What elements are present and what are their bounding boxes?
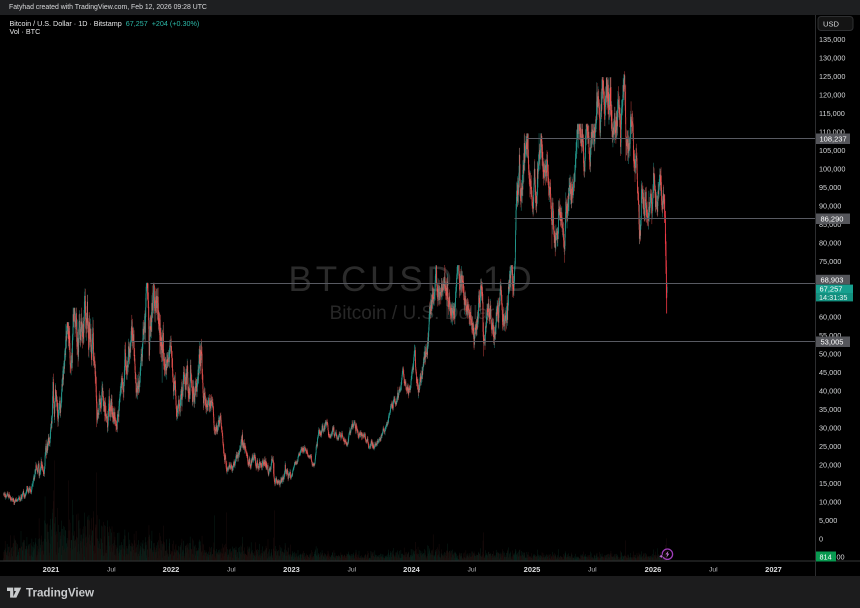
svg-text:14:31:35: 14:31:35 <box>819 293 847 302</box>
svg-text:00: 00 <box>837 552 845 561</box>
svg-text:50,000: 50,000 <box>819 349 841 358</box>
svg-text:2021: 2021 <box>43 565 60 574</box>
svg-text:2025: 2025 <box>524 565 541 574</box>
svg-text:Jul: Jul <box>467 567 476 574</box>
svg-text:60,000: 60,000 <box>819 312 841 321</box>
svg-text:90,000: 90,000 <box>819 201 841 210</box>
svg-text:85,000: 85,000 <box>819 220 841 229</box>
svg-text:2026: 2026 <box>645 565 662 574</box>
svg-text:120,000: 120,000 <box>819 90 845 99</box>
svg-text:2024: 2024 <box>403 565 421 574</box>
svg-text:15,000: 15,000 <box>819 479 841 488</box>
svg-text:Jul: Jul <box>107 567 116 574</box>
svg-text:Jul: Jul <box>347 567 356 574</box>
svg-text:45,000: 45,000 <box>819 368 841 377</box>
svg-text:110,000: 110,000 <box>819 127 845 136</box>
svg-text:108,237: 108,237 <box>820 135 847 144</box>
svg-text:Jul: Jul <box>227 567 236 574</box>
svg-text:2027: 2027 <box>765 565 782 574</box>
svg-text:2023: 2023 <box>283 565 300 574</box>
svg-text:80,000: 80,000 <box>819 238 841 247</box>
svg-text:35,000: 35,000 <box>819 405 841 414</box>
svg-text:10,000: 10,000 <box>819 497 841 506</box>
svg-text:68,903: 68,903 <box>821 275 844 284</box>
svg-text:USD: USD <box>823 19 840 28</box>
svg-text:100,000: 100,000 <box>819 164 845 173</box>
svg-text:135,000: 135,000 <box>819 35 845 44</box>
svg-text:5,000: 5,000 <box>819 516 837 525</box>
svg-text:0: 0 <box>819 534 823 543</box>
svg-text:67,257: 67,257 <box>820 284 843 293</box>
svg-text:20,000: 20,000 <box>819 460 841 469</box>
svg-text:125,000: 125,000 <box>819 72 845 81</box>
svg-text:BTCUSD, 1D: BTCUSD, 1D <box>288 260 535 299</box>
svg-text:86,290: 86,290 <box>821 215 844 224</box>
svg-text:53,005: 53,005 <box>821 338 844 347</box>
svg-text:55,000: 55,000 <box>819 331 841 340</box>
svg-text:115,000: 115,000 <box>819 109 845 118</box>
svg-text:75,000: 75,000 <box>819 257 841 266</box>
svg-text:25,000: 25,000 <box>819 442 841 451</box>
svg-text:130,000: 130,000 <box>819 53 845 62</box>
svg-text:2022: 2022 <box>163 565 180 574</box>
svg-text:TradingView: TradingView <box>26 587 95 600</box>
svg-text:Jul: Jul <box>588 567 597 574</box>
svg-text:Jul: Jul <box>709 567 718 574</box>
svg-text:105,000: 105,000 <box>819 146 845 155</box>
svg-text:40,000: 40,000 <box>819 386 841 395</box>
svg-text:30,000: 30,000 <box>819 423 841 432</box>
svg-text:95,000: 95,000 <box>819 183 841 192</box>
svg-text:814: 814 <box>820 552 832 561</box>
